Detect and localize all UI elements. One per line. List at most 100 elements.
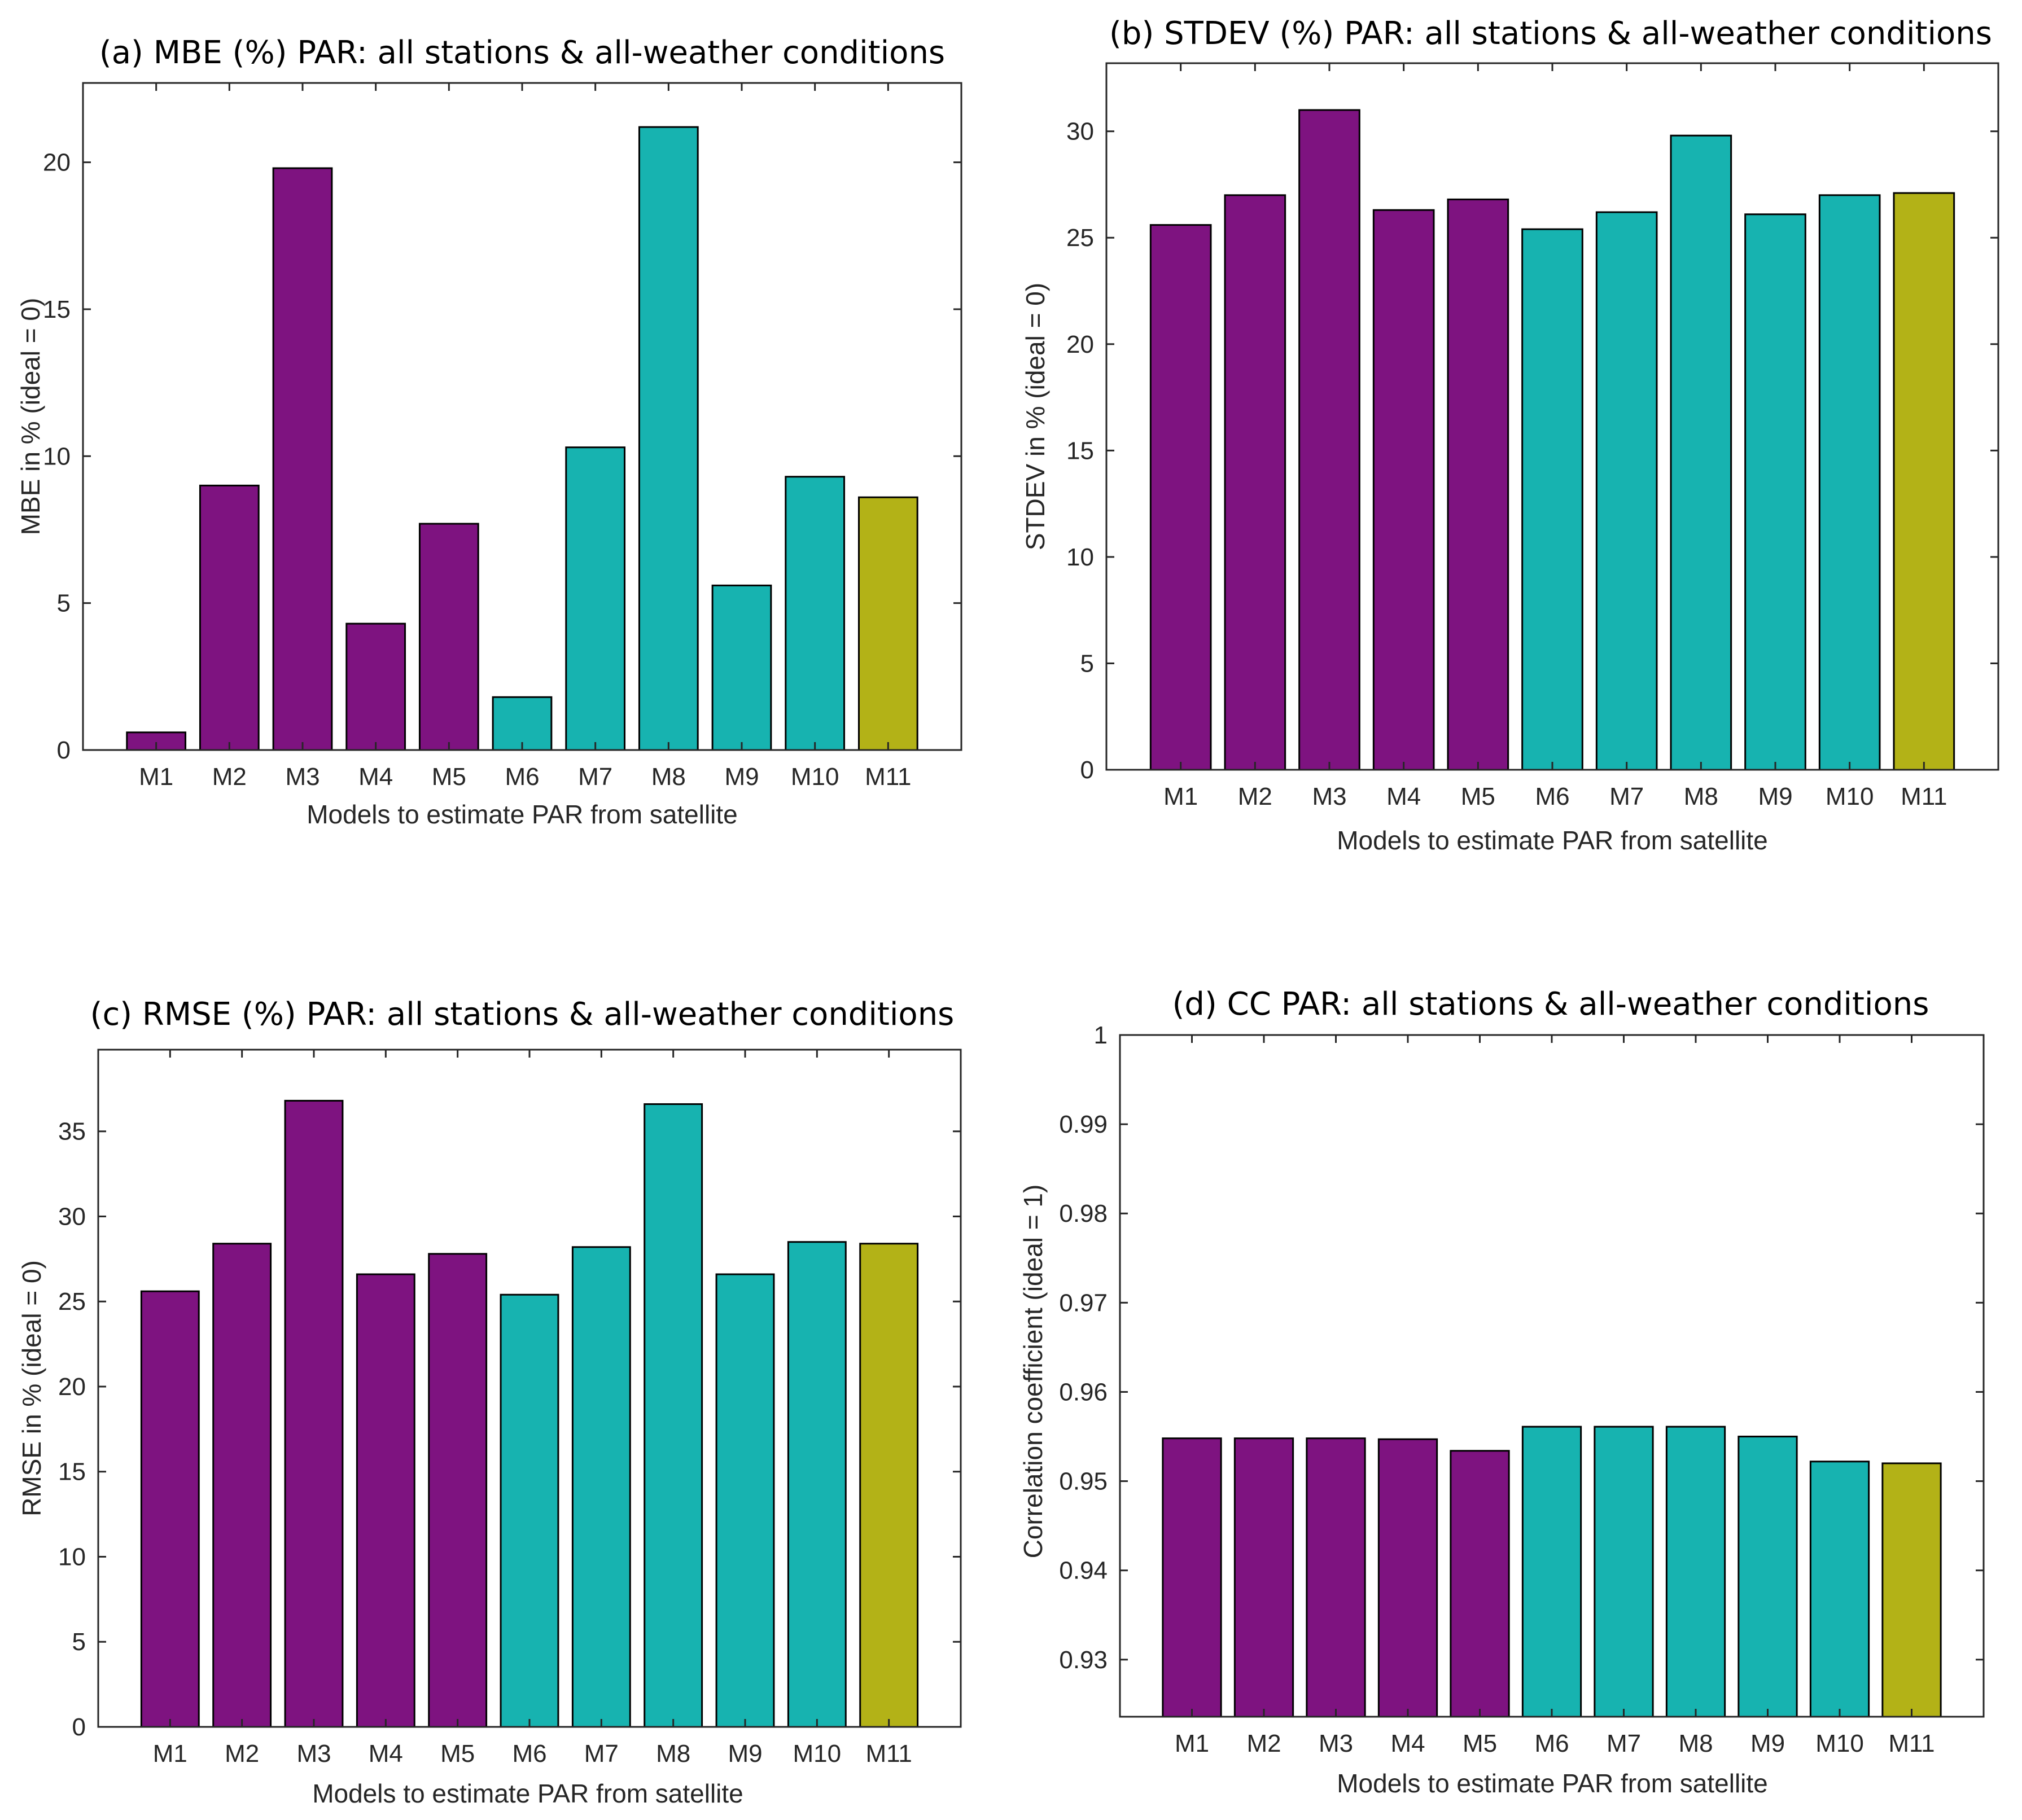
x-ticks-a: M1 M2 M3 M4 M5 M6 M7 M8 M9 M10 M11 — [139, 83, 911, 791]
bar-c-m7 — [571, 1246, 631, 1728]
y-tick-label: 10 — [58, 1543, 86, 1571]
x-tick-label: M7 — [1609, 783, 1644, 810]
bar-a-m6 — [492, 696, 553, 751]
bar-b-m7 — [1595, 211, 1658, 771]
x-tick-label: M8 — [656, 1740, 690, 1768]
x-tick-label: M4 — [358, 763, 393, 791]
x-tick-label: M4 — [1386, 783, 1421, 810]
bar-c-m8 — [644, 1103, 703, 1728]
x-tick-label: M5 — [1463, 1730, 1497, 1757]
bar-b-m11 — [1893, 192, 1955, 771]
y-tick-label: 5 — [57, 590, 71, 617]
x-tick-label: M11 — [866, 1740, 912, 1768]
plot-frame-b — [1105, 62, 1999, 771]
x-ticks-b: M1 M2 M3 M4 M5 M6 M7 M8 M9 M10 M11 — [1163, 63, 1947, 810]
bar-d-m10 — [1809, 1461, 1870, 1718]
bar-a-m5 — [418, 523, 479, 751]
y-axis-label-d: Correlation coefficient (ideal = 1) — [1018, 1185, 1048, 1559]
y-tick-label: 0.94 — [1059, 1557, 1108, 1585]
x-axis-label-b: Models to estimate PAR from satellite — [1337, 826, 1768, 855]
x-tick-label: M9 — [1750, 1730, 1785, 1757]
y-ticks-b: 0 5 10 15 20 25 30 — [1066, 118, 1998, 784]
bar-c-m9 — [715, 1273, 775, 1728]
bars-b — [1149, 109, 1955, 771]
x-tick-label: M6 — [1534, 1730, 1569, 1757]
x-ticks-d: M1 M2 M3 M4 M5 M6 M7 M8 M9 M10 M11 — [1175, 1035, 1935, 1757]
bar-d-m5 — [1450, 1450, 1510, 1718]
bar-b-m3 — [1298, 109, 1360, 771]
chart-panel-b: (b) STDEV (%) PAR: all stations & all-we… — [1021, 15, 1999, 855]
y-tick-label: 0.98 — [1059, 1200, 1108, 1227]
y-tick-label: 0.93 — [1059, 1646, 1108, 1674]
bar-b-m9 — [1744, 213, 1806, 771]
bar-a-m3 — [272, 167, 333, 751]
x-tick-label: M7 — [1607, 1730, 1641, 1757]
chart-title-a: (a) MBE (%) PAR: all stations & all-weat… — [99, 34, 945, 71]
y-tick-label: 0.97 — [1059, 1289, 1108, 1317]
y-ticks-d: 0.93 0.94 0.95 0.96 0.97 0.98 0.99 1 — [1059, 1021, 1984, 1674]
chart-panel-d: (d) CC PAR: all stations & all-weather c… — [1018, 986, 1985, 1798]
x-tick-label: M1 — [1175, 1730, 1209, 1757]
x-tick-label: M2 — [212, 763, 247, 791]
bar-c-m3 — [284, 1099, 344, 1728]
bars-d — [1162, 1426, 1942, 1718]
x-tick-label: M3 — [1312, 783, 1346, 810]
bars-c — [140, 1099, 919, 1728]
x-tick-label: M2 — [1238, 783, 1272, 810]
bar-c-m10 — [787, 1241, 847, 1728]
y-tick-label: 30 — [1066, 118, 1094, 146]
bar-b-m8 — [1670, 134, 1732, 771]
plot-frame-c — [97, 1049, 962, 1728]
y-tick-label: 20 — [1066, 331, 1094, 358]
x-tick-label: M5 — [432, 763, 466, 791]
y-tick-label: 25 — [1066, 224, 1094, 252]
bar-b-m6 — [1521, 228, 1583, 771]
bar-c-m1 — [140, 1290, 200, 1728]
bar-d-m8 — [1665, 1426, 1726, 1718]
x-tick-label: M6 — [512, 1740, 546, 1768]
x-tick-label: M1 — [139, 763, 173, 791]
plot-frame-a — [82, 82, 962, 751]
x-tick-label: M5 — [1461, 783, 1495, 810]
plot-frame-d — [1119, 1034, 1985, 1718]
bars-a — [126, 126, 918, 751]
x-ticks-c: M1 M2 M3 M4 M5 M6 M7 M8 M9 M10 M11 — [153, 1050, 912, 1768]
x-tick-label: M10 — [791, 763, 839, 791]
x-tick-label: M2 — [1246, 1730, 1281, 1757]
x-tick-label: M8 — [1684, 783, 1718, 810]
bar-b-m4 — [1372, 209, 1435, 771]
bar-c-m4 — [356, 1273, 415, 1728]
x-tick-label: M4 — [1390, 1730, 1425, 1757]
y-axis-label-b: STDEV in % (ideal = 0) — [1021, 283, 1050, 550]
y-tick-label: 30 — [58, 1203, 86, 1230]
bar-d-m9 — [1737, 1436, 1798, 1718]
chart-title-b: (b) STDEV (%) PAR: all stations & all-we… — [1109, 15, 1992, 52]
x-tick-label: M2 — [225, 1740, 259, 1768]
x-tick-label: M10 — [1815, 1730, 1864, 1757]
bar-b-m10 — [1818, 194, 1881, 771]
bar-d-m2 — [1233, 1437, 1294, 1718]
y-tick-label: 10 — [1066, 543, 1094, 571]
x-tick-label: M6 — [1535, 783, 1569, 810]
y-tick-label: 35 — [58, 1118, 86, 1146]
bar-d-m11 — [1881, 1462, 1942, 1718]
y-tick-label: 15 — [58, 1458, 86, 1486]
x-tick-label: M3 — [285, 763, 320, 791]
x-tick-label: M9 — [1758, 783, 1792, 810]
bar-b-m2 — [1224, 194, 1286, 771]
y-tick-label: 0 — [57, 736, 71, 764]
x-tick-label: M11 — [1901, 783, 1947, 810]
y-tick-label: 5 — [1080, 650, 1094, 677]
bar-b-m5 — [1447, 198, 1509, 771]
y-tick-label: 15 — [1066, 437, 1094, 464]
y-tick-label: 15 — [43, 296, 71, 323]
chart-panel-a: (a) MBE (%) PAR: all stations & all-weat… — [16, 34, 962, 829]
bar-c-m5 — [428, 1253, 488, 1728]
chart-panel-c: (c) RMSE (%) PAR: all stations & all-wea… — [17, 996, 962, 1808]
x-tick-label: M11 — [865, 763, 911, 791]
x-tick-label: M3 — [296, 1740, 331, 1768]
x-tick-label: M8 — [651, 763, 686, 791]
y-ticks-a: 0 5 10 15 20 — [43, 149, 961, 764]
bar-d-m3 — [1306, 1437, 1366, 1718]
